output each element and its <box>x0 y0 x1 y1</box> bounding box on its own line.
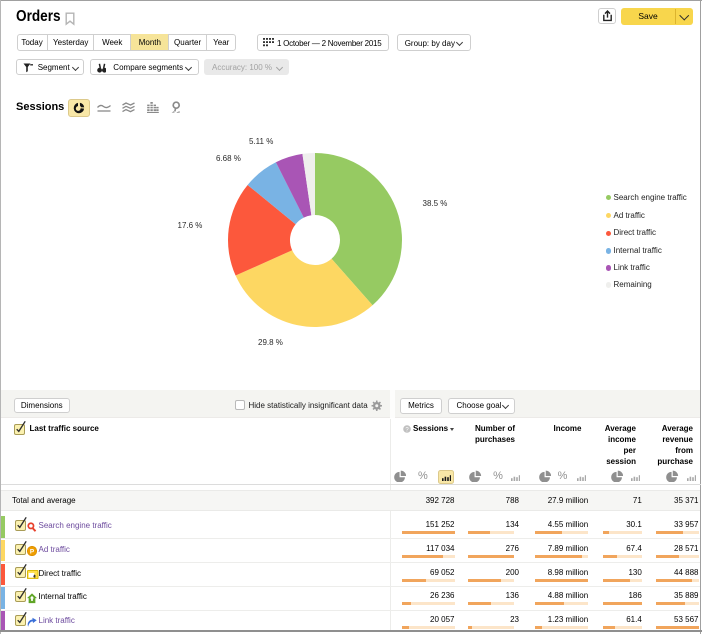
svg-text:P: P <box>30 548 35 555</box>
svg-text:?: ? <box>405 428 409 434</box>
